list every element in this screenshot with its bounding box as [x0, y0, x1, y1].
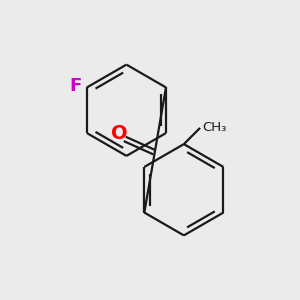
Text: CH₃: CH₃ — [202, 121, 227, 134]
Text: F: F — [70, 77, 82, 95]
Text: O: O — [111, 124, 128, 143]
